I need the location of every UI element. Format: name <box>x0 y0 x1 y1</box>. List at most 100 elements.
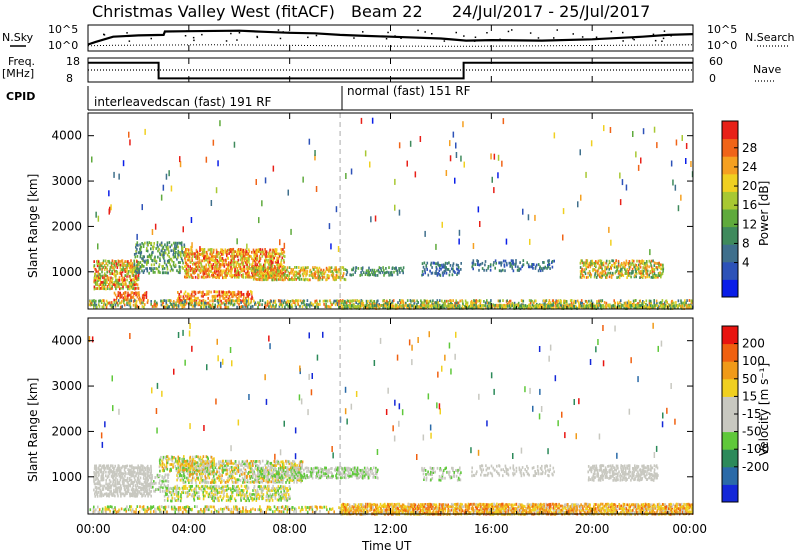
data-cell <box>593 261 596 265</box>
data-cell <box>185 248 187 251</box>
data-cell <box>132 278 134 281</box>
data-cell <box>169 469 171 473</box>
data-cell <box>116 281 118 284</box>
data-cell <box>320 271 322 275</box>
data-cell <box>110 261 113 265</box>
data-cell <box>124 291 127 294</box>
data-cell <box>232 257 234 260</box>
data-cell <box>150 480 152 483</box>
data-cell <box>254 261 257 265</box>
data-cell <box>110 464 112 468</box>
data-cell <box>608 267 610 271</box>
data-cell <box>293 278 296 281</box>
data-cell <box>127 482 130 486</box>
data-cell <box>244 248 247 252</box>
data-cell <box>548 261 550 264</box>
data-cell <box>156 303 158 306</box>
data-cell <box>268 250 271 254</box>
data-cell <box>187 273 190 277</box>
data-cell <box>382 271 384 274</box>
data-cell <box>629 265 632 269</box>
data-cell <box>674 184 677 191</box>
data-cell <box>191 460 194 463</box>
data-cell <box>552 299 555 303</box>
data-cell <box>143 486 145 490</box>
data-cell <box>161 463 163 466</box>
data-cell <box>275 278 278 282</box>
data-cell <box>158 459 161 462</box>
data-cell <box>228 299 230 302</box>
data-cell <box>441 299 443 303</box>
data-cell <box>515 261 517 265</box>
data-cell <box>456 273 458 276</box>
data-cell <box>209 265 211 269</box>
data-cell <box>336 270 338 274</box>
data-cell <box>664 304 667 307</box>
data-cell <box>335 301 338 305</box>
data-cell <box>487 266 489 270</box>
data-cell <box>202 455 205 458</box>
data-cell <box>119 291 121 295</box>
data-cell <box>579 266 582 269</box>
data-cell <box>472 263 474 267</box>
data-cell <box>274 260 277 264</box>
data-cell <box>142 488 145 491</box>
data-cell <box>227 257 229 260</box>
data-cell <box>124 490 127 494</box>
nsky-speck <box>670 34 672 36</box>
data-cell <box>308 274 311 277</box>
data-cell <box>161 461 164 465</box>
data-cell <box>590 263 592 267</box>
data-cell <box>320 268 322 272</box>
data-cell <box>99 464 102 468</box>
data-cell <box>194 468 197 472</box>
data-cell <box>634 274 636 277</box>
data-cell <box>273 271 276 275</box>
data-cell <box>345 301 348 304</box>
data-cell <box>592 261 595 265</box>
data-cell <box>127 468 129 471</box>
data-cell <box>93 276 96 280</box>
data-cell <box>200 294 203 298</box>
data-cell <box>121 270 124 274</box>
data-cell <box>590 273 593 277</box>
data-cell <box>164 455 167 459</box>
data-cell <box>108 270 111 273</box>
data-cell <box>271 269 273 273</box>
data-cell <box>309 278 311 282</box>
data-cell <box>109 492 111 496</box>
data-cell <box>393 270 395 274</box>
data-cell <box>109 282 111 286</box>
data-cell <box>141 492 143 496</box>
data-cell <box>165 263 168 267</box>
data-cell <box>157 488 160 491</box>
data-cell <box>256 248 259 252</box>
data-cell <box>180 461 182 465</box>
data-cell <box>489 301 492 304</box>
data-cell <box>232 260 235 264</box>
data-cell <box>112 262 114 265</box>
data-cell <box>492 263 495 267</box>
data-cell <box>162 184 165 191</box>
data-cell <box>131 265 134 269</box>
data-cell <box>178 253 180 257</box>
data-cell <box>200 266 202 270</box>
data-cell <box>366 306 368 310</box>
data-cell <box>195 254 198 258</box>
data-cell <box>288 278 290 282</box>
data-cell <box>186 459 189 463</box>
data-cell <box>142 468 144 471</box>
data-cell <box>161 476 164 479</box>
data-cell <box>147 261 149 264</box>
data-cell <box>197 260 200 264</box>
data-cell <box>216 294 219 298</box>
data-cell <box>455 142 457 149</box>
data-cell <box>176 241 179 245</box>
data-cell <box>167 476 169 479</box>
data-cell <box>262 273 264 277</box>
data-cell <box>439 303 441 307</box>
data-cell <box>256 257 258 260</box>
data-cell <box>181 259 184 262</box>
data-cell <box>142 298 145 302</box>
data-cell <box>185 462 188 466</box>
